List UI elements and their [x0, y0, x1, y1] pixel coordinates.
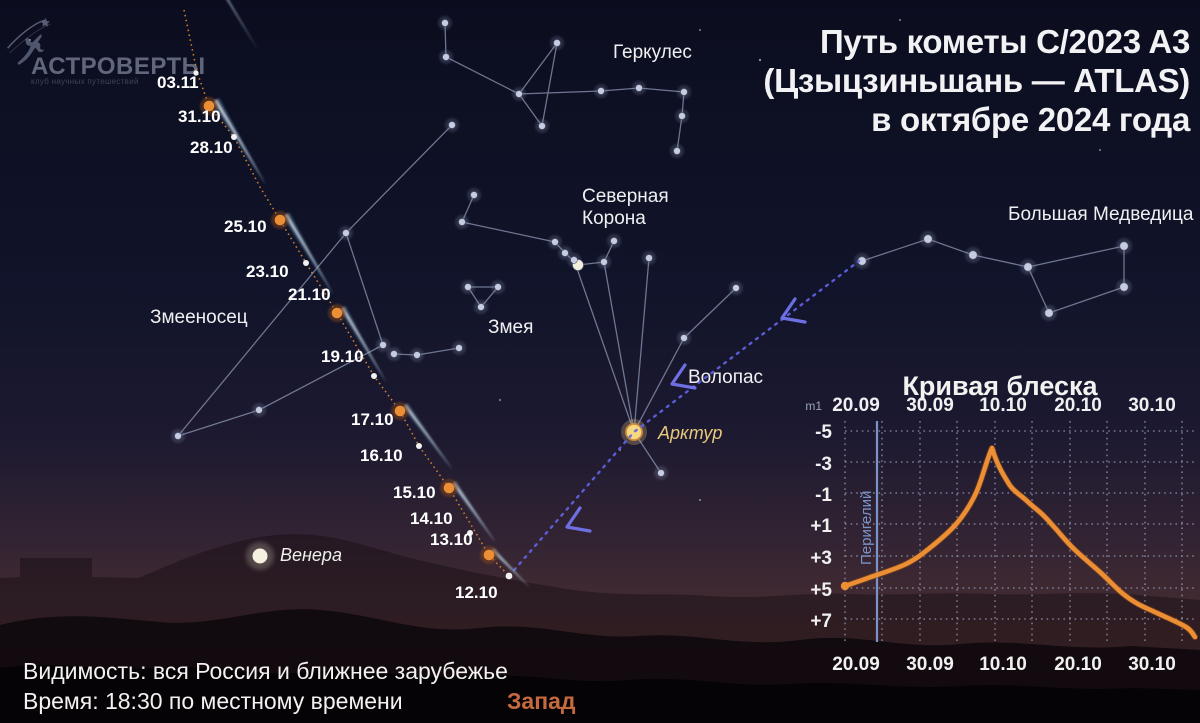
- svg-text:Перигелий: Перигелий: [858, 491, 875, 565]
- svg-text:клуб научных путешествий: клуб научных путешествий: [31, 77, 139, 86]
- svg-text:(Цзыцзиньшань — ATLAS): (Цзыцзиньшань — ATLAS): [763, 62, 1190, 99]
- svg-text:m1: m1: [805, 399, 822, 413]
- svg-text:-5: -5: [815, 422, 832, 443]
- svg-text:20.09: 20.09: [832, 654, 880, 675]
- svg-text:31.10: 31.10: [178, 107, 221, 126]
- svg-text:20.10: 20.10: [1054, 654, 1102, 675]
- svg-text:Видимость: вся Россия и ближне: Видимость: вся Россия и ближнее зарубежь…: [23, 658, 508, 684]
- svg-text:10.10: 10.10: [979, 395, 1027, 416]
- svg-text:12.10: 12.10: [455, 583, 498, 602]
- svg-text:25.10: 25.10: [224, 217, 267, 236]
- svg-text:Корона: Корона: [582, 208, 646, 229]
- svg-text:Запад: Запад: [507, 688, 576, 714]
- svg-text:30.09: 30.09: [906, 395, 954, 416]
- svg-text:Змея: Змея: [488, 317, 533, 338]
- svg-text:Путь кометы C/2023 A3: Путь кометы C/2023 A3: [820, 23, 1190, 60]
- svg-text:23.10: 23.10: [246, 262, 289, 281]
- svg-text:28.10: 28.10: [190, 138, 233, 157]
- svg-text:Змееносец: Змееносец: [150, 307, 248, 328]
- svg-text:20.09: 20.09: [832, 395, 880, 416]
- svg-text:Волопас: Волопас: [688, 367, 763, 388]
- svg-text:03.11: 03.11: [157, 73, 199, 92]
- svg-text:Венера: Венера: [280, 545, 342, 565]
- svg-text:+7: +7: [810, 611, 832, 632]
- svg-text:в октябре 2024 года: в октябре 2024 года: [871, 101, 1191, 138]
- svg-text:10.10: 10.10: [979, 654, 1027, 675]
- svg-text:16.10: 16.10: [360, 446, 403, 465]
- svg-text:+5: +5: [810, 580, 832, 601]
- svg-text:15.10: 15.10: [393, 483, 436, 502]
- svg-text:30.10: 30.10: [1128, 395, 1176, 416]
- svg-text:19.10: 19.10: [321, 347, 364, 366]
- svg-text:20.10: 20.10: [1054, 395, 1102, 416]
- svg-text:Северная: Северная: [582, 186, 669, 207]
- svg-text:-1: -1: [815, 485, 832, 506]
- svg-text:+1: +1: [810, 516, 832, 537]
- svg-text:Арктур: Арктур: [657, 423, 722, 443]
- svg-text:30.10: 30.10: [1128, 654, 1176, 675]
- svg-text:+3: +3: [810, 548, 832, 569]
- svg-text:Большая Медведица: Большая Медведица: [1008, 204, 1194, 225]
- svg-text:Время: 18:30 по местному време: Время: 18:30 по местному времени: [23, 688, 403, 714]
- svg-text:13.10: 13.10: [430, 530, 473, 549]
- svg-text:30.09: 30.09: [906, 654, 954, 675]
- svg-text:-3: -3: [815, 454, 832, 475]
- svg-text:14.10: 14.10: [410, 509, 453, 528]
- svg-text:Геркулес: Геркулес: [613, 42, 692, 63]
- svg-text:17.10: 17.10: [351, 410, 394, 429]
- svg-text:21.10: 21.10: [288, 285, 331, 304]
